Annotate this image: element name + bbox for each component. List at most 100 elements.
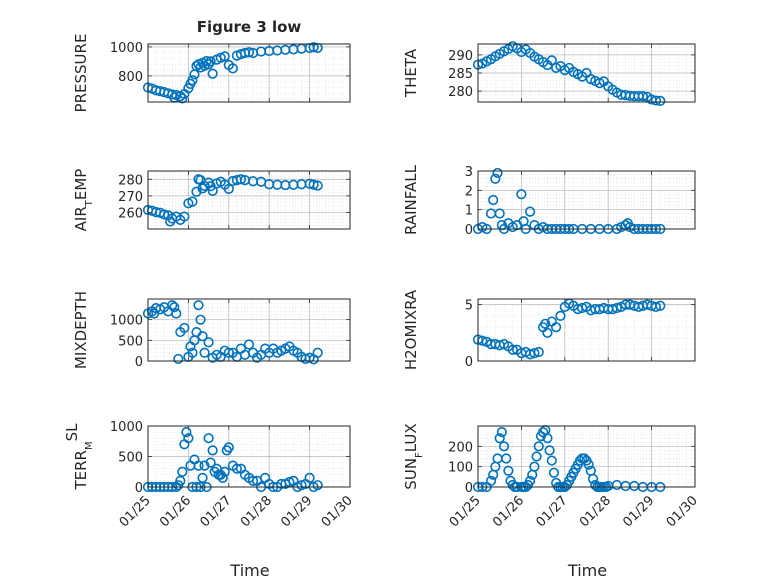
y-tick-label: 800 <box>118 70 143 85</box>
data-point <box>227 63 238 74</box>
data-point <box>247 475 259 487</box>
data-point <box>531 451 542 462</box>
data-point <box>655 95 666 107</box>
data-point <box>516 189 527 200</box>
data-point <box>219 466 230 477</box>
data-point <box>524 475 536 487</box>
data-point <box>542 433 553 444</box>
data-point <box>243 339 255 350</box>
y-tick-label: 1 <box>465 204 473 219</box>
series-markers <box>472 298 666 360</box>
data-point <box>203 59 214 70</box>
data-point <box>587 473 599 484</box>
axes-box <box>477 170 696 230</box>
data-point <box>173 353 184 365</box>
y-axis-label-part: RAINFALL <box>402 164 420 235</box>
data-point <box>187 347 198 358</box>
y-tick-label: 0 <box>135 481 143 496</box>
y-axis-label-part: LUX <box>402 423 420 452</box>
data-point <box>308 179 319 190</box>
data-point <box>312 180 323 191</box>
y-tick-label: 290 <box>448 49 473 64</box>
y-axis-label-part: SUN <box>402 458 420 490</box>
data-point <box>169 302 180 313</box>
y-tick-label: 0 <box>465 481 473 496</box>
y-axis-label-part: MIXDEPTH <box>72 291 90 369</box>
x-axis-label: Time <box>229 561 269 580</box>
data-point <box>496 427 507 438</box>
x-axis-label: Time <box>567 561 607 580</box>
y-axis-label: MIXDEPTH <box>72 291 90 369</box>
data-point <box>187 75 198 86</box>
data-point <box>181 427 192 438</box>
y-tick-label: 500 <box>118 334 143 349</box>
data-point <box>555 310 566 322</box>
data-point <box>167 300 178 311</box>
y-axis-label-part: PRESSURE <box>72 34 90 113</box>
data-point <box>533 346 544 358</box>
data-point <box>231 463 242 474</box>
plot-area <box>478 171 695 229</box>
y-tick-label: 1000 <box>110 314 143 329</box>
data-point <box>650 301 662 312</box>
y-axis-label-part: EMP <box>72 169 90 200</box>
data-point <box>540 318 551 329</box>
data-point <box>203 337 214 348</box>
data-point <box>187 196 198 207</box>
panel-h2omixra: 0 5 H2OMIXRA <box>402 289 696 370</box>
y-tick-label: 5 <box>465 299 473 314</box>
data-point <box>193 460 204 471</box>
data-point <box>529 348 540 359</box>
data-point <box>177 466 188 477</box>
data-point <box>207 68 218 79</box>
series-markers <box>472 41 666 107</box>
data-point <box>544 445 555 456</box>
y-axis-label-part: T <box>84 199 95 207</box>
y-axis-label: SUNFLUX <box>402 423 425 489</box>
data-point <box>507 344 518 355</box>
data-point <box>195 314 206 325</box>
data-point <box>490 173 501 184</box>
y-tick-label: 3 <box>465 165 473 180</box>
data-point <box>611 302 622 314</box>
data-point <box>205 181 216 192</box>
y-tick-label: 260 <box>118 206 143 221</box>
y-tick-label: 500 <box>118 451 143 466</box>
data-point <box>304 472 315 483</box>
y-axis-label: AIRTEMP <box>72 169 95 232</box>
y-tick-label: 285 <box>448 67 473 82</box>
data-point <box>637 91 649 102</box>
y-axis-label: H2OMIXRA <box>402 289 420 370</box>
y-axis-label: THETA <box>402 48 420 98</box>
data-point <box>179 322 190 334</box>
data-point <box>655 300 666 311</box>
data-point <box>179 211 190 222</box>
data-point <box>171 308 182 319</box>
axes-box <box>147 298 351 362</box>
data-point <box>223 183 234 194</box>
y-tick-label: 270 <box>118 190 143 205</box>
data-point <box>524 206 536 217</box>
data-point <box>498 441 510 452</box>
y-axis-label-part: M <box>84 441 95 450</box>
y-tick-label: 1000 <box>110 420 143 435</box>
data-point <box>197 331 208 342</box>
y-tick-label: 280 <box>118 173 143 188</box>
y-axis-label-part: SL <box>63 423 81 442</box>
data-point <box>551 322 562 333</box>
data-point <box>494 208 505 219</box>
y-tick-label: 0 <box>135 355 143 370</box>
y-tick-label: 0 <box>465 223 473 238</box>
y-axis-label-part: AIR <box>72 206 90 231</box>
data-point <box>203 433 214 444</box>
data-point <box>207 445 218 456</box>
axes-box <box>477 425 696 488</box>
data-point <box>207 185 218 196</box>
data-point <box>183 433 194 444</box>
data-point <box>175 475 186 487</box>
data-point <box>501 453 512 464</box>
y-axis-label-part: F <box>414 452 425 458</box>
axes-box <box>477 43 696 103</box>
series-markers <box>142 42 323 104</box>
